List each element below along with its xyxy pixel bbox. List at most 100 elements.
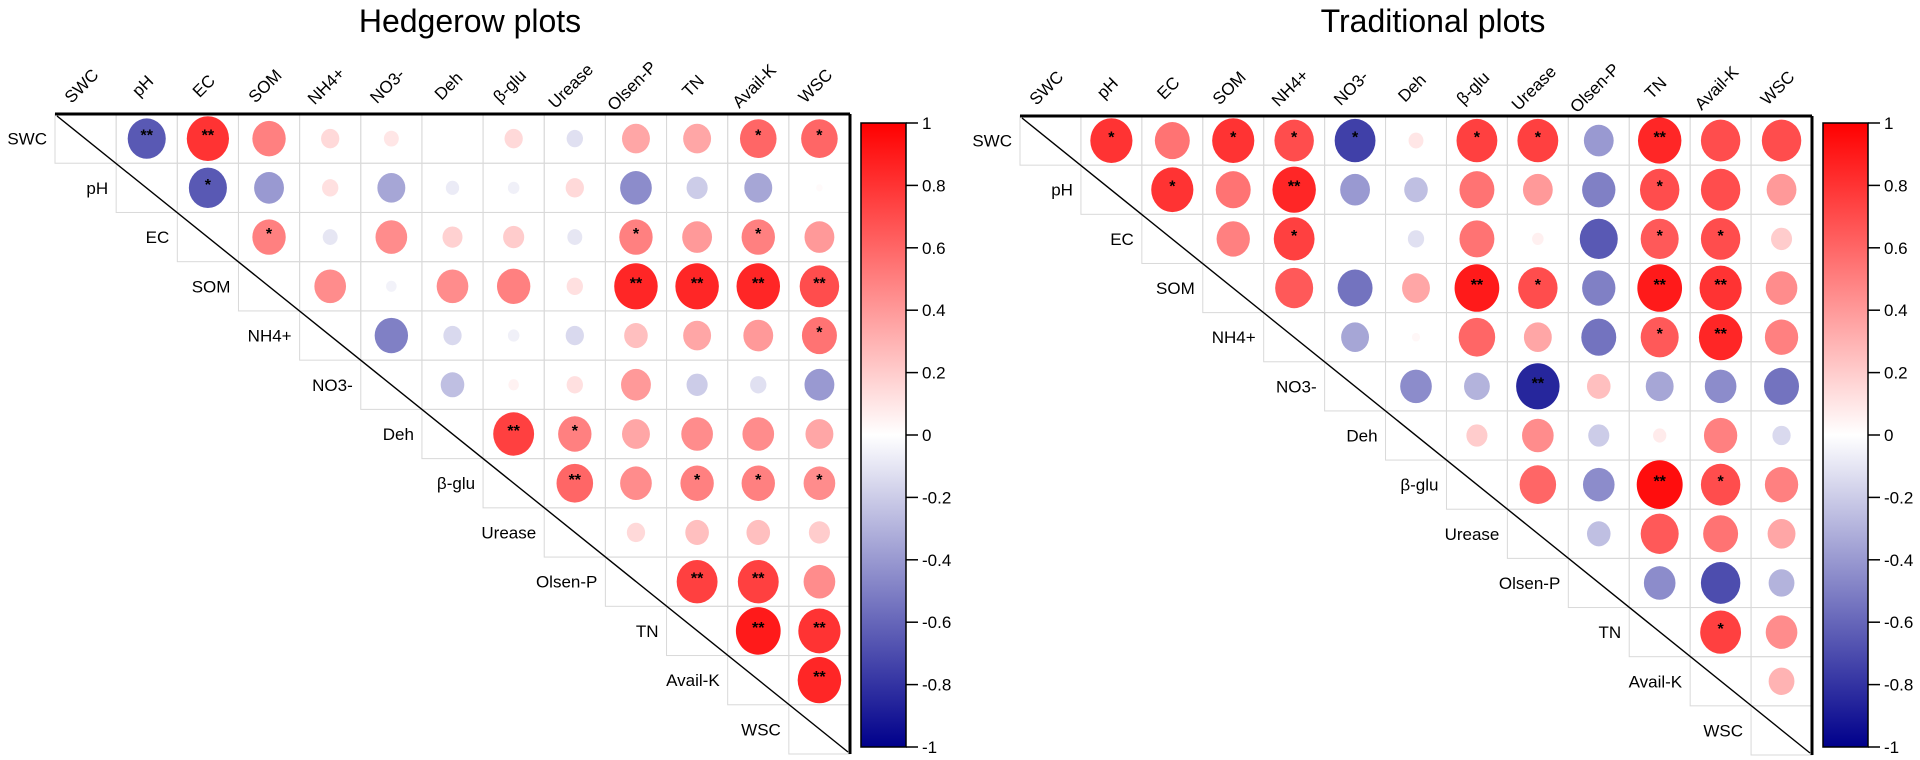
correlation-circle [735,607,781,655]
colorbar: 1 0.8 0.6 0.4 0.2 0 -0.2 -0.4 -0.6 -0.8 -1 [860,114,951,757]
correlation-circle [1519,465,1557,505]
correlation-circle [1402,273,1430,303]
correlation-circle [739,119,777,159]
significance-mark: * [755,226,762,243]
correlation-circle [1588,424,1610,447]
column-label: TN [1641,73,1670,102]
row-label: TN [1599,623,1622,642]
correlation-circle [736,263,781,310]
correlation-circle [681,417,713,451]
colorbar: 1 0.8 0.6 0.4 0.2 0 -0.2 -0.4 -0.6 -0.8 -1 [1822,114,1913,757]
colorbar-tick-label: -0.8 [1884,676,1913,695]
significance-mark: ** [752,620,765,637]
significance-mark: * [633,226,640,243]
row-label: WSC [1703,721,1743,740]
column-label: pH [128,72,157,101]
correlation-circle [503,225,525,249]
correlation-circle [1090,118,1133,163]
correlation-circle [741,465,775,501]
correlation-circle [1700,562,1741,604]
colorbar-bar [1822,122,1869,748]
correlation-circle [808,521,830,544]
correlation-circle [374,317,409,354]
significance-mark: ** [752,275,765,292]
correlation-circle [1404,177,1428,203]
correlation-circle [1700,119,1741,162]
correlation-circles: * * * * * * *** ** ** * *** * ** *** ****** ** [1090,117,1802,695]
correlation-circle [1583,124,1614,157]
correlation-circle [1273,217,1315,261]
correlation-circle [1523,322,1552,352]
column-label: NO3- [1330,67,1372,109]
significance-mark: * [755,128,762,145]
colorbar-tick-label: -0.2 [1884,488,1913,507]
correlation-circle [1639,168,1680,211]
significance-mark: ** [691,275,704,292]
correlation-circle [744,173,773,203]
significance-mark: ** [1653,130,1666,147]
column-label: NH4+ [1268,66,1313,111]
correlation-circle [676,559,718,604]
significance-mark: ** [1471,277,1484,294]
correlation-circle [252,120,286,157]
significance-mark: * [205,177,212,194]
correlation-circle [1640,317,1679,358]
significance-mark: ** [1714,326,1727,343]
significance-mark: ** [569,472,582,489]
correlation-circle [1340,173,1370,206]
column-label: Deh [1394,70,1429,105]
correlation-circle [442,226,463,248]
correlation-circle [1703,417,1738,454]
column-label: β-glu [1453,68,1493,108]
correlation-circle [799,265,840,308]
correlation-circle [675,263,719,310]
correlation-circle [1765,615,1798,649]
significance-mark: * [1169,179,1176,196]
row-label: NH4+ [1212,328,1256,347]
column-label: Urease [1508,62,1560,114]
correlation-circle [443,325,462,346]
row-label: Urease [481,523,536,542]
significance-mark: ** [1532,375,1545,392]
correlation-circle [741,219,775,255]
correlation-circle [314,269,347,304]
significance-mark: * [816,128,823,145]
significance-mark: ** [1714,277,1727,294]
column-labels: SWC pH EC SOM NH4+ NO3- Deh β-glu Urease Olsen-P T… [1026,60,1799,117]
correlation-circle [1700,168,1741,211]
correlation-circle [1700,217,1741,260]
correlation-circle [188,167,227,209]
correlation-circle [1459,220,1495,258]
colorbar-tick-label: -0.6 [1884,613,1913,632]
correlation-circle [1582,467,1615,502]
colorbar-tick-label: 1 [922,114,931,133]
significance-mark: * [1717,474,1724,491]
significance-mark: * [266,226,273,243]
correlation-circle [683,123,712,154]
correlation-circle [1703,515,1739,553]
column-label: SWC [61,65,102,106]
correlation-circle [1764,367,1800,405]
correlation-circle [558,416,592,452]
colorbar-tick-label: 0 [1884,426,1893,445]
row-label: Deh [383,425,414,444]
row-label: NO3- [312,376,353,395]
significance-mark: ** [1653,277,1666,294]
correlation-circle [566,129,583,148]
colorbar-tick-label: -1 [922,738,937,757]
grid-cell [1324,213,1387,264]
significance-mark: * [1535,277,1542,294]
row-labels: SWC pH EC SOM NH4+ NO3- Deh β-glu Urease Olsen-P T… [7,130,781,740]
traditional-panel: Traditional plots * * * * * * *** ** ** * *** * ** **… [972,3,1913,757]
colorbar-tick-label: 0.2 [1884,364,1908,383]
colorbar-tick-label: 0.6 [922,239,946,258]
row-label: SWC [972,132,1012,151]
column-label: Avail-K [1691,62,1743,114]
correlation-circle [801,119,838,159]
correlation-circle [1637,264,1683,312]
significance-mark: * [1291,130,1298,147]
colorbar-tick-label: 0.8 [922,176,946,195]
correlation-circle [496,268,531,305]
correlation-circle [1700,463,1741,506]
row-label: WSC [741,720,781,739]
